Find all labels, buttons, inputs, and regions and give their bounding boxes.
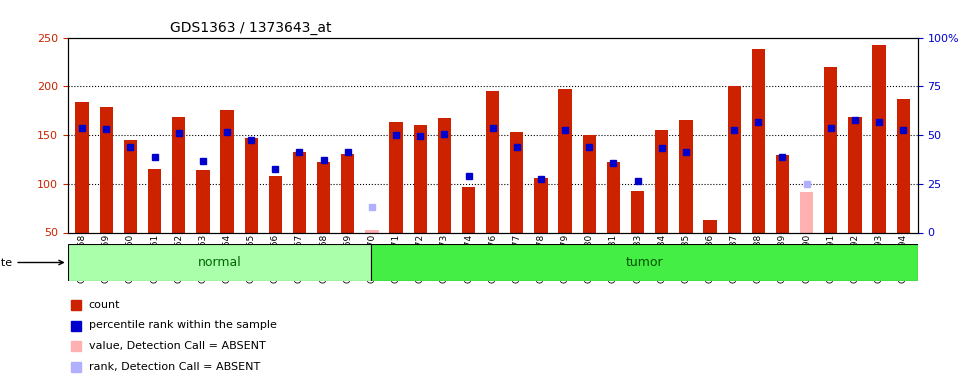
Bar: [510, 132, 524, 232]
Bar: [534, 178, 548, 232]
Bar: [220, 110, 234, 232]
Bar: [872, 45, 886, 232]
Bar: [293, 152, 306, 232]
Text: percentile rank within the sample: percentile rank within the sample: [89, 321, 276, 330]
Bar: [124, 140, 137, 232]
Bar: [631, 190, 644, 232]
Text: disease state: disease state: [0, 258, 64, 267]
Bar: [365, 230, 379, 232]
Bar: [317, 162, 330, 232]
Bar: [389, 122, 403, 232]
Bar: [727, 86, 741, 232]
Text: count: count: [89, 300, 121, 310]
Bar: [896, 99, 910, 232]
Bar: [607, 162, 620, 232]
Bar: [196, 170, 210, 232]
Bar: [75, 102, 89, 232]
Bar: [172, 117, 185, 232]
Text: normal: normal: [197, 256, 242, 269]
Bar: [148, 169, 161, 232]
Bar: [848, 117, 862, 232]
Bar: [800, 192, 813, 232]
Bar: [341, 153, 355, 232]
Text: tumor: tumor: [626, 256, 664, 269]
Bar: [558, 89, 572, 232]
Bar: [679, 120, 693, 232]
FancyBboxPatch shape: [371, 244, 918, 281]
Bar: [413, 125, 427, 232]
Bar: [582, 135, 596, 232]
Bar: [244, 138, 258, 232]
Bar: [776, 154, 789, 232]
Text: GDS1363 / 1373643_at: GDS1363 / 1373643_at: [170, 21, 331, 35]
Bar: [824, 67, 838, 232]
FancyBboxPatch shape: [68, 244, 371, 281]
Text: rank, Detection Call = ABSENT: rank, Detection Call = ABSENT: [89, 362, 260, 372]
Bar: [462, 187, 475, 232]
Bar: [703, 220, 717, 232]
Text: value, Detection Call = ABSENT: value, Detection Call = ABSENT: [89, 341, 266, 351]
Bar: [269, 176, 282, 232]
Bar: [438, 118, 451, 232]
Bar: [655, 130, 668, 232]
Bar: [99, 107, 113, 232]
Bar: [752, 49, 765, 232]
Bar: [486, 91, 499, 232]
